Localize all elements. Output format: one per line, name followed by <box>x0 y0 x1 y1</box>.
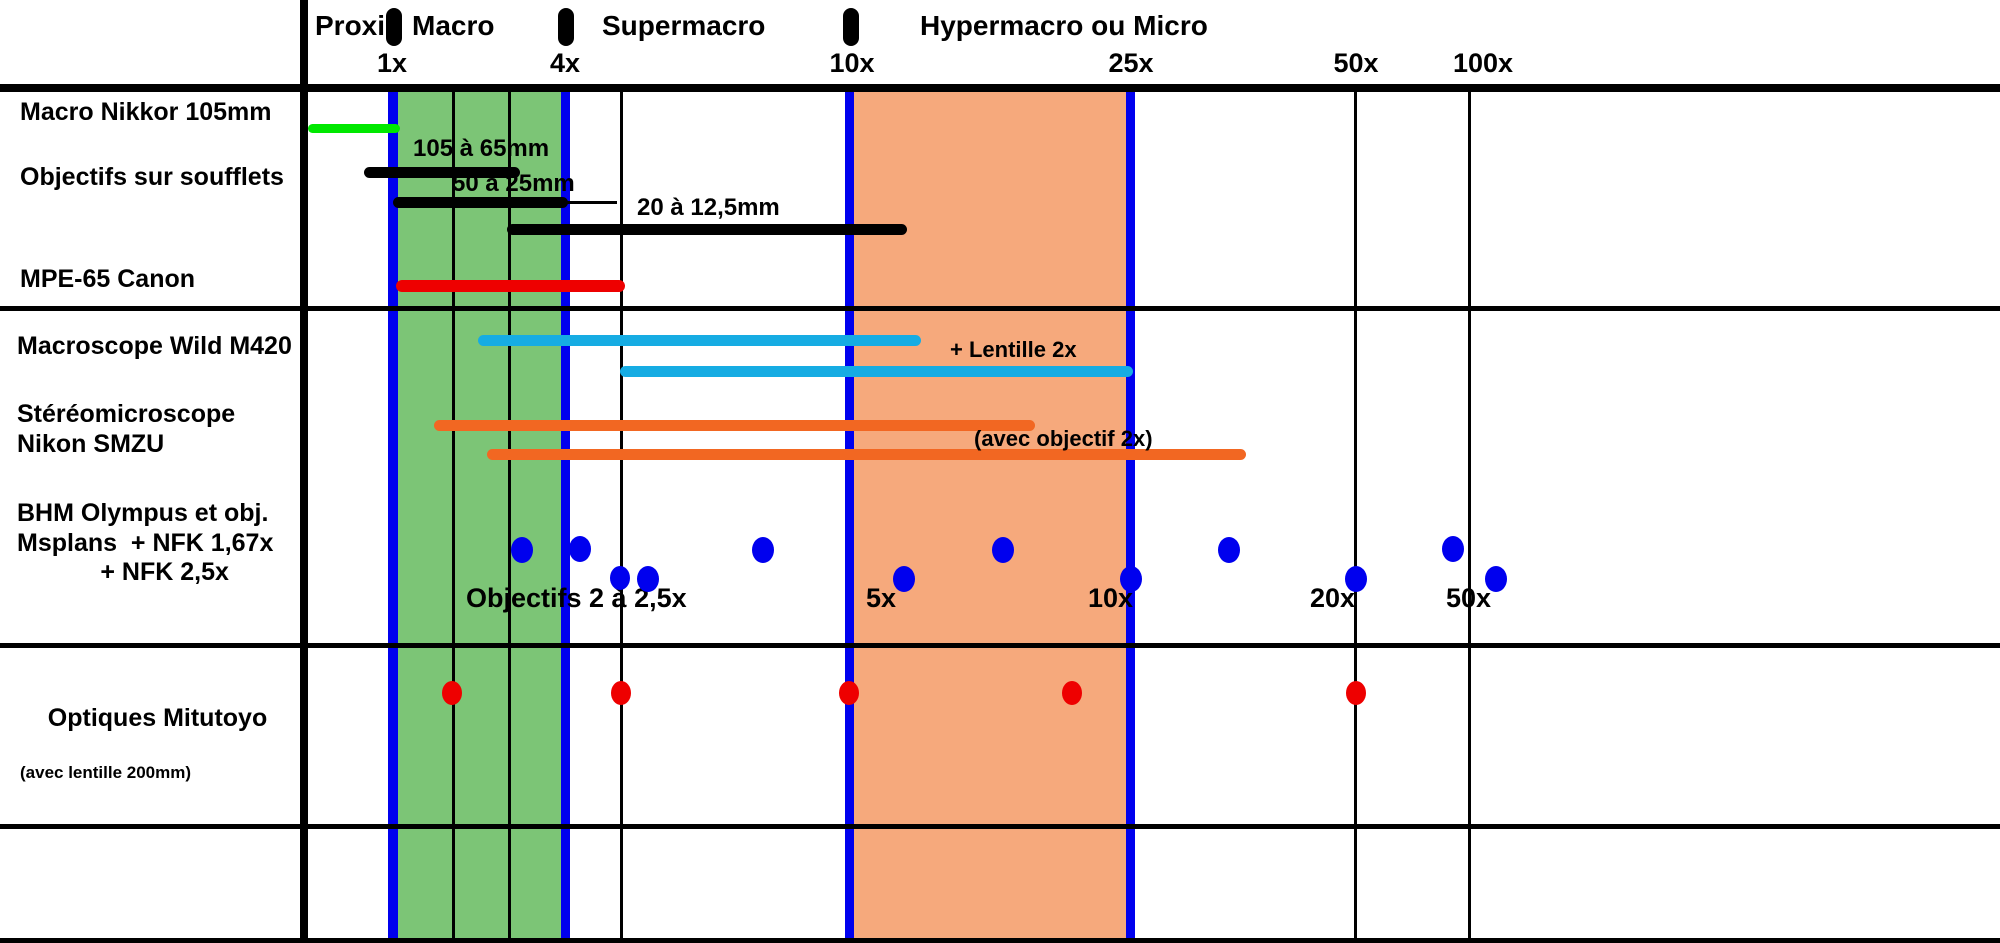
header-separator-1x <box>386 8 402 46</box>
annotation-5x: 5x <box>866 583 897 613</box>
header-separator-4x <box>558 8 574 46</box>
gridline-1355 <box>1354 88 1357 943</box>
annotation-objectif-2x: (avec objectif 2x) <box>974 426 1153 451</box>
bhm-data-point <box>1345 566 1367 592</box>
bhm-data-point <box>1120 566 1142 592</box>
row-label-macro-nikkor: Macro Nikkor 105mm <box>20 98 272 126</box>
annotation-lentille-2x: + Lentille 2x <box>950 337 1077 362</box>
header-tick-4x: 4x <box>549 48 581 78</box>
row-label-mitutoyo-main: Optiques Mitutoyo <box>47 703 268 732</box>
bhm-data-point <box>637 566 659 592</box>
mitutoyo-data-point <box>611 681 631 705</box>
annotation-50x: 50x <box>1446 583 1492 613</box>
header-tick-10x: 10x <box>829 48 875 78</box>
macro-band <box>390 88 565 943</box>
bar-wild-m420-base <box>478 335 921 346</box>
label-column-divider <box>300 0 308 943</box>
rule-bottom <box>0 938 2000 943</box>
row-label-mitutoyo: Optiques Mitutoyo (avec lentille 200mm) <box>20 674 267 842</box>
header-separator-10x <box>843 8 859 46</box>
bhm-data-point <box>992 537 1014 563</box>
hypermacro-band-left-edge <box>845 88 854 943</box>
bar-wild-m420-lentille2x <box>620 366 1133 377</box>
header-tick-50x: 50x <box>1333 48 1379 78</box>
row-label-mitutoyo-sub: (avec lentille 200mm) <box>20 762 192 782</box>
mitutoyo-data-point <box>839 681 859 705</box>
bhm-data-point <box>1442 536 1464 562</box>
bhm-data-point <box>1218 537 1240 563</box>
bar-soufflets-105-65 <box>364 167 520 178</box>
annotation-50-25: 50 à 25mm <box>452 170 575 197</box>
header-tick-1x: 1x <box>376 48 408 78</box>
bhm-data-point <box>511 537 533 563</box>
bar-soufflets-50-25-thin <box>515 201 617 204</box>
row-label-wild-m420: Macroscope Wild M420 <box>17 332 292 360</box>
row-label-mpe65: MPE-65 Canon <box>20 265 196 293</box>
row-label-bhm-olympus: BHM Olympus et obj. Msplans + NFK 1,67x … <box>17 499 274 586</box>
rule-section-3 <box>0 824 2000 829</box>
bhm-data-point <box>752 537 774 563</box>
macro-band-right-edge <box>561 88 570 943</box>
row-label-smzu: Stéréomicroscope Nikon SMZU <box>17 400 236 458</box>
header-tick-25x: 25x <box>1108 48 1154 78</box>
bar-soufflets-20-125 <box>507 224 907 235</box>
bhm-data-point <box>610 566 630 590</box>
bhm-data-point <box>893 566 915 592</box>
gridline-452 <box>452 88 455 943</box>
macro-band-left-edge <box>388 88 398 943</box>
gridline-508 <box>508 88 511 943</box>
annotation-105-65: 105 à 65mm <box>413 135 550 162</box>
bhm-data-point <box>1485 566 1507 592</box>
row-label-soufflets: Objectifs sur soufflets <box>20 163 284 191</box>
header-tick-100x: 100x <box>1452 48 1514 78</box>
rule-section-1 <box>0 306 2000 311</box>
bar-soufflets-50-25 <box>393 197 568 208</box>
header-category-proxi: Proxi <box>315 10 386 41</box>
annotation-20-125: 20 à 12,5mm <box>637 194 780 221</box>
mitutoyo-data-point <box>442 681 462 705</box>
bhm-data-point <box>569 536 591 562</box>
bar-smzu-objectif2x <box>487 449 1246 460</box>
rule-section-2 <box>0 643 2000 648</box>
header-category-supermacro: Supermacro <box>602 10 766 41</box>
bar-smzu-base <box>434 420 1035 431</box>
header-category-macro: Macro <box>412 10 495 41</box>
rule-header-bottom <box>0 84 2000 92</box>
gridline-1470 <box>1468 88 1471 943</box>
hypermacro-band <box>848 88 1130 943</box>
mitutoyo-data-point <box>1062 681 1082 705</box>
mitutoyo-data-point <box>1346 681 1366 705</box>
bar-mpe65-range <box>396 280 625 292</box>
bar-macro-nikkor-range <box>308 124 400 133</box>
hypermacro-band-right-edge <box>1126 88 1135 943</box>
header-category-hypermacro: Hypermacro ou Micro <box>920 10 1208 41</box>
gridline-620 <box>620 88 623 943</box>
